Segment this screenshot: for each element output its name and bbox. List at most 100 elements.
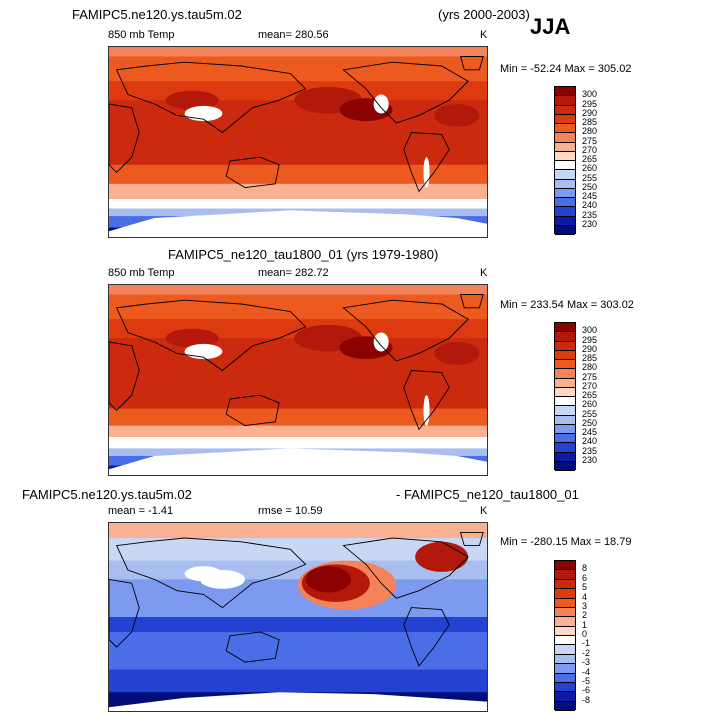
colorbar-swatch bbox=[555, 579, 575, 590]
colorbar-label: -8 bbox=[582, 694, 591, 705]
coastline bbox=[403, 607, 450, 667]
panel3-mean: mean = -1.41 bbox=[108, 505, 174, 517]
colorbar-label: 285 bbox=[582, 117, 598, 127]
colorbar-label: 255 bbox=[582, 408, 598, 419]
colorbar-label: 6 bbox=[582, 572, 588, 583]
colorbar-label: 270 bbox=[582, 144, 598, 155]
panel2-colorbar bbox=[554, 322, 576, 471]
colorbar-swatch bbox=[555, 225, 575, 235]
contour-band bbox=[109, 617, 487, 633]
colorbar-swatch bbox=[555, 216, 575, 226]
colorbar-swatch bbox=[555, 188, 575, 198]
panel1-variable: 850 mb Temp bbox=[108, 29, 175, 41]
colorbar-swatch bbox=[555, 692, 575, 702]
colorbar-swatch bbox=[555, 378, 575, 388]
coastline bbox=[115, 299, 307, 372]
case-title: FAMIPC5.ne120.ys.tau5m.02 bbox=[72, 7, 242, 22]
contour-plot bbox=[109, 285, 487, 475]
colorbar-label: 295 bbox=[582, 334, 598, 345]
coastline bbox=[342, 61, 469, 124]
colorbar-swatch bbox=[555, 424, 575, 434]
panel3-map bbox=[108, 522, 488, 712]
warm-core bbox=[165, 328, 219, 348]
contour-band bbox=[109, 183, 487, 200]
colorbar-swatch bbox=[555, 654, 575, 665]
colorbar-swatch bbox=[555, 673, 575, 683]
colorbar-label: 3 bbox=[582, 600, 588, 611]
panel3-title-right: - FAMIPC5_ne120_tau1800_01 bbox=[396, 487, 579, 502]
colorbar-swatch bbox=[555, 617, 575, 627]
antarctica-mask bbox=[109, 692, 487, 711]
terrain-mask bbox=[423, 157, 430, 188]
coastline bbox=[459, 531, 484, 547]
colorbar-swatch bbox=[555, 170, 575, 180]
colorbar-label: 5 bbox=[582, 582, 588, 593]
colorbar-label: 230 bbox=[582, 454, 598, 465]
panel2-title: FAMIPC5_ne120_tau1800_01 (yrs 1979-1980) bbox=[168, 247, 439, 262]
contour-band bbox=[109, 523, 487, 539]
colorbar-swatch bbox=[555, 664, 575, 674]
warm-core bbox=[165, 90, 219, 110]
panel1-colorbar bbox=[554, 86, 576, 235]
antarctica-mask bbox=[109, 210, 487, 237]
colorbar-swatch bbox=[555, 133, 575, 143]
colorbar-swatch bbox=[555, 626, 575, 636]
colorbar-swatch bbox=[555, 589, 575, 599]
panel2-unit: K bbox=[480, 267, 488, 279]
contour-band bbox=[109, 338, 487, 409]
colorbar-swatch bbox=[555, 434, 575, 444]
panel1-map bbox=[108, 46, 488, 238]
colorbar-label: 260 bbox=[582, 399, 598, 410]
coastline bbox=[115, 537, 307, 609]
contour-band bbox=[109, 164, 487, 185]
warm-core bbox=[434, 342, 480, 365]
colorbar-swatch bbox=[555, 96, 575, 106]
terrain-mask bbox=[184, 343, 223, 360]
contour-band bbox=[109, 100, 487, 166]
colorbar-swatch bbox=[555, 682, 575, 693]
colorbar-label: 300 bbox=[582, 325, 598, 336]
contour-band bbox=[109, 579, 487, 618]
colorbar-label: 265 bbox=[582, 390, 598, 400]
terrain-mask bbox=[184, 566, 223, 582]
terrain-mask bbox=[423, 395, 430, 426]
colorbar-label: 230 bbox=[582, 218, 598, 229]
colorbar-label: 295 bbox=[582, 98, 598, 109]
colorbar-swatch bbox=[555, 87, 575, 97]
terrain-mask bbox=[184, 105, 223, 122]
contour-band bbox=[109, 632, 487, 671]
colorbar-label: 250 bbox=[582, 181, 598, 192]
coastline bbox=[459, 294, 484, 309]
colorbar-label: -1 bbox=[582, 638, 591, 649]
colorbar-swatch bbox=[555, 443, 575, 453]
contour-plot bbox=[109, 523, 487, 711]
colorbar-label: 245 bbox=[582, 427, 598, 437]
colorbar-swatch bbox=[555, 570, 575, 580]
coastline bbox=[109, 341, 140, 412]
contour-band bbox=[109, 669, 487, 693]
colorbar-label: 245 bbox=[582, 191, 598, 201]
colorbar-label: 265 bbox=[582, 154, 598, 164]
colorbar-swatch bbox=[555, 350, 575, 360]
colorbar-label: 235 bbox=[582, 445, 598, 456]
colorbar-label: -4 bbox=[582, 666, 591, 677]
colorbar-swatch bbox=[555, 369, 575, 379]
colorbar-label: 2 bbox=[582, 610, 588, 621]
panel2-mean: mean= 282.72 bbox=[258, 267, 329, 279]
colorbar-swatch bbox=[555, 341, 575, 351]
colorbar-label: 235 bbox=[582, 209, 598, 220]
colorbar-label: 275 bbox=[582, 371, 598, 382]
terrain-mask bbox=[373, 332, 389, 352]
colorbar-swatch bbox=[555, 452, 575, 462]
colorbar-label: 270 bbox=[582, 380, 598, 391]
colorbar-label: 300 bbox=[582, 89, 598, 100]
panel2-minmax: Min = 233.54 Max = 303.02 bbox=[500, 299, 634, 311]
panel3-title-left: FAMIPC5.ne120.ys.tau5m.02 bbox=[22, 487, 192, 502]
terrain-mask bbox=[373, 94, 389, 114]
colorbar-swatch bbox=[555, 415, 575, 425]
anomaly-core bbox=[305, 566, 351, 593]
contour-band bbox=[109, 425, 487, 438]
contour-band bbox=[109, 437, 487, 449]
colorbar-label: -6 bbox=[582, 685, 591, 696]
panel2-variable: 850 mb Temp bbox=[108, 267, 175, 279]
